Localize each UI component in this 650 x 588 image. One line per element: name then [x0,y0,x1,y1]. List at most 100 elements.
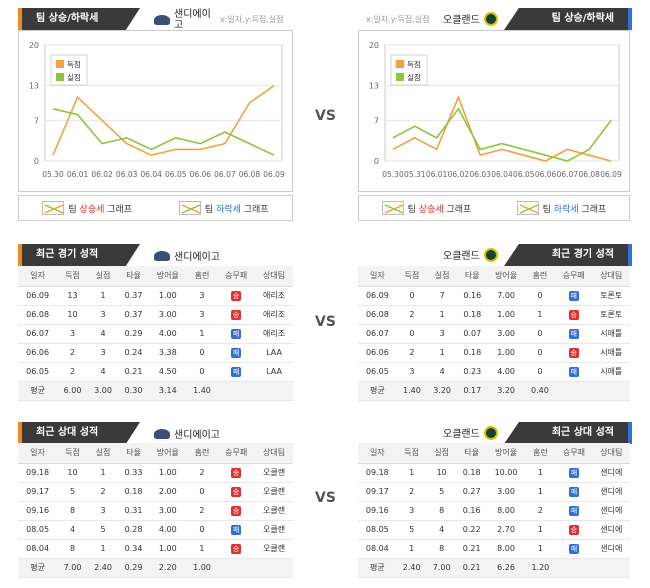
table-row: 06.07 0 3 0.07 3.00 0 패 시애틀 [358,324,630,344]
table-cell: 2 [396,343,428,363]
column-header: 실점 [87,266,119,287]
table-row: 09.18 10 1 0.33 1.00 2 승 오클랜 [18,463,293,483]
legend-word: 상승세 [418,204,444,215]
table-cell: 3 [186,286,218,306]
table-cell: 06.08 [358,305,397,325]
table-cell: 0.16 [457,286,488,306]
column-header: 방어율 [148,443,187,464]
trend-down-icon [178,201,201,215]
y-tick-label: 13 [29,82,39,91]
y-tick-label: 20 [369,41,379,50]
average-cell: 1.00 [186,558,218,578]
table-cell: 06.06 [18,343,58,363]
table-cell: 7 [427,286,458,306]
result-badge: 패 [231,328,242,339]
column-header: 홈런 [525,443,556,464]
table-row: 06.08 10 3 0.37 3.00 3 승 애리조 [18,305,293,325]
y-tick-label: 20 [29,41,39,50]
average-cell: 7.00 [426,558,457,578]
result-cell: 패 [217,362,256,382]
table-cell: 06.09 [358,286,397,306]
table-cell: 0.37 [118,305,149,325]
average-cell: 1.40 [186,381,218,401]
table-row: 06.09 0 7 0.16 7.00 0 패 토론토 [358,286,630,306]
average-cell: 2.20 [148,558,187,578]
table-cell: 09.16 [358,501,397,521]
table-cell: 2.00 [148,482,187,502]
table-cell: 0 [524,362,556,382]
x-tick-label: 06.02 [91,170,113,179]
x-tick-label: 06.06 [190,170,212,179]
table-cell: 3.00 [486,482,526,502]
legend-text: 그래프 [578,204,607,215]
column-header: 실점 [87,443,119,464]
table-row: 06.07 3 4 0.29 4.00 1 패 애리조 [18,324,293,344]
average-cell: 1.40 [396,381,428,401]
result-badge: 승 [231,467,242,478]
column-header: 일자 [18,266,58,287]
table-cell: 0 [186,362,218,382]
table-cell: 09.16 [18,501,58,521]
column-header: 실점 [427,266,458,287]
recent-table-left: 일자 득점 실점 타율 방어율 홈런 승무패 상대팀 06.09 13 1 0.37 1.00 3 승 애리조… [18,266,293,401]
average-cell: 평균 [358,381,397,401]
result-badge: 패 [231,524,242,535]
team-name: 오클랜드 [443,429,480,440]
x-tick-label: 06.01 [426,170,448,179]
legend-text: 그래프 [104,204,133,215]
table-cell: 0.33 [118,463,149,483]
legend-down: 팀 하락세 그래프 [178,201,269,215]
team-name: 샌디에이고 [174,252,220,263]
vs-label: VS [315,108,336,124]
table-cell: 샌디에 [592,539,630,559]
result-badge: 패 [569,486,579,497]
table-cell: 1 [87,539,119,559]
result-badge: 승 [231,309,242,320]
legend-right: 팀 상승세 그래프 팀 하락세 그래프 [358,195,630,221]
table-cell: 1.00 [487,305,525,325]
table-cell: 시애틀 [592,324,630,344]
table-cell: 0.24 [118,343,149,363]
column-header: 타율 [456,443,487,464]
result-badge: 승 [231,486,242,497]
table-cell: 2 [396,482,427,502]
x-tick-label: 06.05 [165,170,187,179]
legend-up: 팀 상승세 그래프 [381,201,471,215]
table-cell: 06.08 [18,305,58,325]
x-tick-label: 06.09 [600,170,622,179]
team-left: 샌디에이고 [154,9,218,31]
table-cell: 8 [426,501,457,521]
table-cell: 샌디에 [592,520,630,540]
table-row: 09.18 1 10 0.18 10.00 1 패 샌디에 [358,463,630,483]
column-header: 방어율 [487,266,525,287]
average-cell: 7.00 [57,558,88,578]
table-cell: 4 [87,362,119,382]
table-cell: 1 [396,463,427,483]
table-cell: 1 [87,463,119,483]
table-cell: 3.38 [148,343,187,363]
table-cell: 2 [57,343,88,363]
table-cell: 8.00 [486,539,526,559]
table-cell: 3 [396,362,428,382]
result-cell: 패 [555,501,593,521]
table-cell: 06.06 [358,343,397,363]
table-row: 08.05 5 4 0.22 2.70 1 승 샌디에 [358,520,630,540]
table-cell: 0 [186,482,218,502]
table-header-row: 일자 득점 실점 타율 방어율 홈런 승무패 상대팀 [18,266,293,287]
table-cell: 0.07 [457,324,488,344]
average-cell [217,558,256,578]
result-cell: 패 [217,324,256,344]
column-header: 방어율 [148,266,187,287]
result-badge: 승 [568,347,579,358]
table-cell: 2 [186,463,218,483]
table-cell: 1 [524,305,556,325]
y-tick-label: 7 [374,116,379,125]
table-cell: 0.18 [118,482,149,502]
table-cell: 3 [57,324,88,344]
table-cell: 0.34 [118,539,149,559]
team-name: 오클랜드 [443,251,480,262]
chart-right-panel: 0 7 13 20 05.30 05.31 06.01 06.02 06.03 06.04 06.0… [358,30,630,192]
table-cell: 4 [427,362,458,382]
team-name: 오클랜드 [443,15,480,26]
table-cell: 4.00 [487,362,525,382]
